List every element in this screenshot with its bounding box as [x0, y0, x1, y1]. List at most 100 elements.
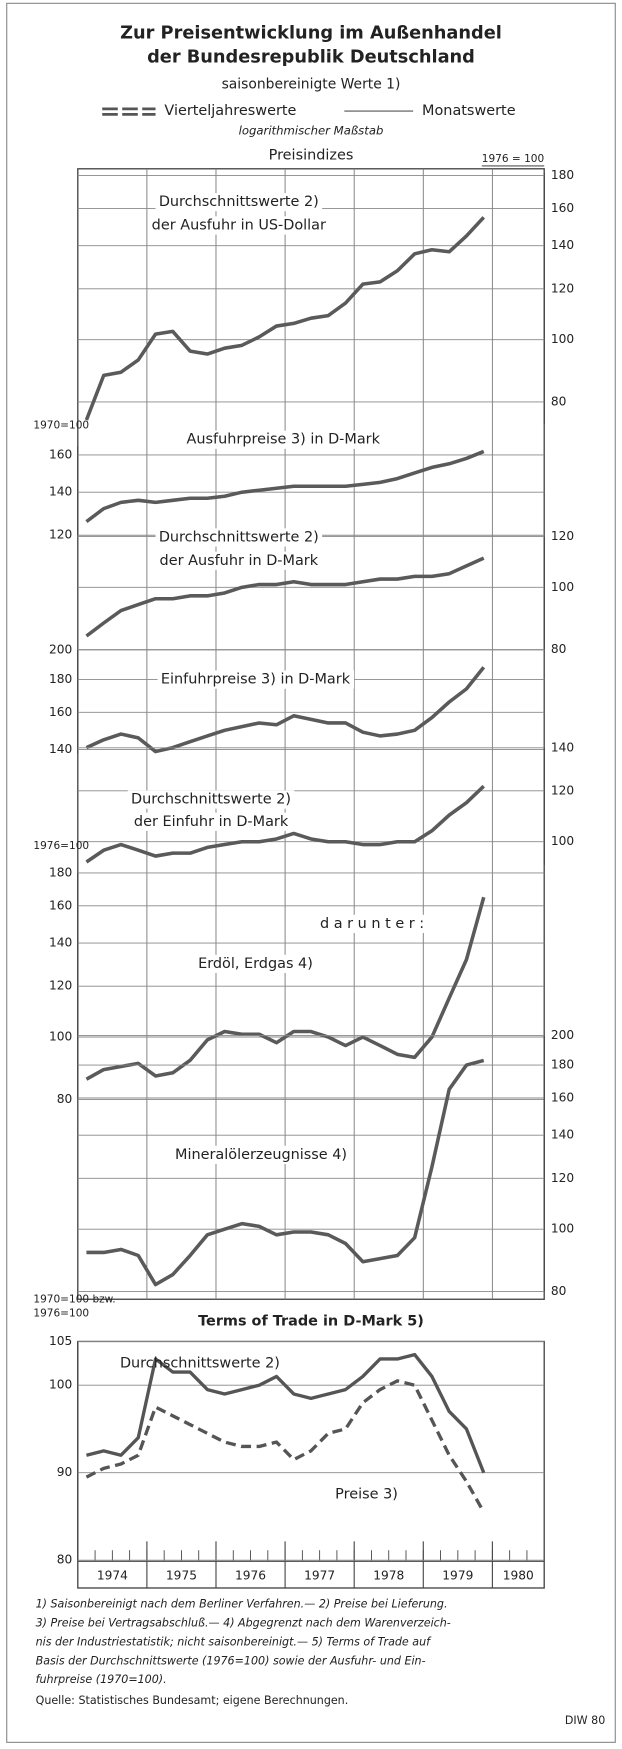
- credit: DIW 80: [565, 1714, 605, 1727]
- label-background: [127, 790, 295, 809]
- panel-title: Durchschnittswerte 2): [159, 529, 319, 545]
- y-tick-label: 100: [551, 580, 574, 594]
- tot-frame: [77, 1340, 545, 1589]
- y-tick-label: 200: [551, 1028, 574, 1042]
- panel-title: Durchschnittswerte 2): [159, 194, 319, 210]
- y-tick-label: 120: [49, 979, 72, 993]
- x-tick-label: 1977: [304, 1568, 335, 1582]
- tot-line: [86, 1352, 486, 1474]
- base-label: 1970=100: [33, 419, 89, 431]
- footnote: Basis der Durchschnittswerte (1976=100) …: [36, 1654, 426, 1667]
- x-tick-label: 1974: [97, 1568, 128, 1582]
- panel-title: der Ausfuhr in US-Dollar: [152, 217, 326, 233]
- label-background: [156, 551, 323, 570]
- scale-note: logarithmischer Maßstab: [239, 124, 384, 138]
- y-tick-label: 100: [49, 1030, 72, 1044]
- y-tick-label: 80: [57, 1553, 73, 1567]
- price-frame: [77, 168, 545, 1300]
- y-tick-label: 140: [49, 742, 72, 756]
- footnote: 3) Preise bei Vertragsabschluß.— 4) Abge…: [36, 1617, 451, 1630]
- y-tick-label: 120: [551, 783, 574, 797]
- label-background: [148, 216, 330, 235]
- series-label: Preise 3): [335, 1487, 398, 1503]
- x-tick-label: 1980: [503, 1568, 534, 1582]
- y-tick-label: 80: [551, 1284, 567, 1298]
- price-line: [84, 216, 486, 421]
- title-line: Zur Preisentwicklung im Außenhandel: [120, 23, 502, 43]
- panel-title: Durchschnittswerte 2): [131, 792, 291, 808]
- y-tick-label: 160: [551, 201, 574, 215]
- label-background: [316, 914, 428, 934]
- y-tick-label: 180: [551, 1058, 574, 1072]
- y-tick-label: 160: [49, 447, 72, 461]
- price-line: [85, 556, 485, 638]
- y-tick-label: 140: [49, 485, 72, 499]
- x-tick-label: 1978: [373, 1568, 404, 1582]
- y-tick-label: 120: [551, 281, 574, 295]
- y-tick-label: 140: [551, 238, 574, 252]
- y-tick-label: 180: [49, 865, 72, 879]
- panel-title: Ausfuhrpreise 3) in D-Mark: [187, 432, 381, 448]
- x-tick-label: 1976: [235, 1568, 266, 1582]
- y-tick-label: 160: [551, 1090, 574, 1104]
- label-background: [171, 1145, 351, 1165]
- series-label: Durchschnittswerte 2): [120, 1356, 280, 1372]
- label-background: [155, 192, 323, 212]
- y-tick-label: 90: [57, 1465, 73, 1479]
- label-background: [155, 528, 323, 547]
- y-tick-label: 80: [57, 1092, 73, 1106]
- outer-border: [6, 2, 616, 1743]
- annotation: d a r u n t e r :: [320, 916, 424, 932]
- y-tick-label: 140: [551, 1128, 574, 1142]
- y-tick-label: 80: [551, 642, 567, 656]
- legend-label: Monatswerte: [422, 103, 516, 119]
- y-tick-label: 100: [551, 1222, 574, 1236]
- label-background: [194, 954, 317, 974]
- y-tick-label: 105: [49, 1334, 72, 1348]
- y-tick-label: 180: [49, 672, 72, 686]
- y-tick-label: 120: [551, 1171, 574, 1185]
- y-tick-label: 80: [551, 394, 567, 408]
- y-tick-label: 160: [49, 898, 72, 912]
- x-tick-label: 1979: [442, 1568, 473, 1582]
- tot-line: [85, 1379, 486, 1513]
- y-tick-label: 140: [49, 936, 72, 950]
- panel-title: Einfuhrpreise 3) in D-Mark: [161, 672, 351, 688]
- legend-label: Vierteljahreswerte: [164, 103, 296, 119]
- price-line: [85, 896, 486, 1081]
- label-background: [130, 812, 293, 831]
- panel-title: Erdöl, Erdgas 4): [198, 956, 313, 972]
- footnote: nis der Industriestatistik; nicht saison…: [36, 1635, 433, 1648]
- label-background: [157, 670, 355, 689]
- base-label: 1976 = 100: [482, 153, 544, 165]
- price-line: [85, 784, 485, 864]
- base-label: 1976=100: [33, 1308, 89, 1320]
- footnotes: 1) Saisonbereinigt nach dem Berliner Ver…: [36, 1598, 606, 1728]
- section-label: Preisindizes: [269, 147, 354, 163]
- panel-title: der Ausfuhr in D-Mark: [160, 553, 319, 569]
- subtitle: saisonbereinigte Werte 1): [222, 76, 401, 92]
- y-tick-label: 100: [551, 332, 574, 346]
- price-line: [85, 666, 486, 754]
- y-tick-label: 120: [551, 529, 574, 543]
- price-line: [85, 449, 485, 524]
- footnote: 1) Saisonbereinigt nach dem Berliner Ver…: [36, 1598, 448, 1611]
- source: Quelle: Statistisches Bundesamt; eigene …: [36, 1694, 349, 1707]
- y-tick-label: 160: [49, 705, 72, 719]
- x-tick-label: 1975: [166, 1568, 197, 1582]
- legend: Vierteljahreswerte Monatswerte: [102, 103, 516, 119]
- base-label: 1976=100: [33, 840, 89, 852]
- y-tick-label: 140: [551, 740, 574, 754]
- panel-title: der Einfuhr in D-Mark: [134, 814, 289, 830]
- y-tick-label: 100: [551, 834, 574, 848]
- price-line: [86, 1058, 485, 1287]
- label-background: [183, 430, 384, 449]
- y-tick-label: 180: [551, 168, 574, 182]
- panel-title: Mineralölerzeugnisse 4): [175, 1147, 347, 1163]
- base-label: 1970=100 bzw.: [33, 1293, 115, 1305]
- y-tick-label: 200: [49, 642, 72, 656]
- title-line: der Bundesrepublik Deutschland: [147, 48, 475, 68]
- y-tick-label: 120: [49, 528, 72, 542]
- panel-title: Terms of Trade in D-Mark 5): [198, 1313, 424, 1329]
